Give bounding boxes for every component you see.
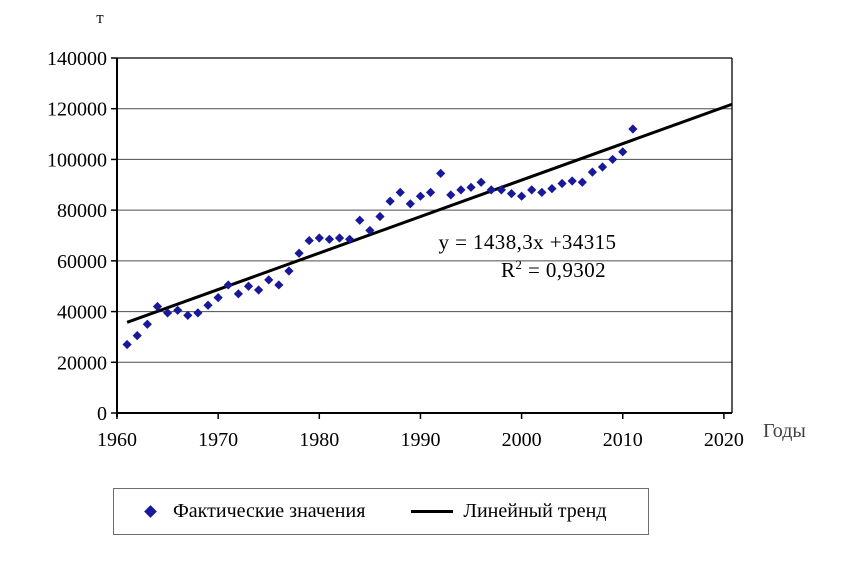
x-tick-label: 1990 (400, 429, 440, 451)
scatter-point (496, 185, 506, 195)
scatter-point (132, 331, 142, 341)
scatter-point (466, 182, 476, 192)
scatter-point (223, 280, 233, 290)
scatter-point (476, 177, 486, 187)
scatter-point (517, 191, 527, 201)
scatter-point (294, 248, 304, 258)
scatter-point (193, 308, 203, 318)
x-tick-label: 2000 (502, 429, 542, 451)
legend-item-actual: Фактические значения (144, 500, 366, 523)
scatter-point (425, 187, 436, 197)
x-tick-label: 1980 (299, 429, 339, 451)
scatter-point (274, 280, 284, 290)
scatter-point (142, 319, 152, 329)
scatter-point (395, 187, 405, 197)
scatter-point (537, 187, 547, 197)
scatter-point (213, 293, 223, 303)
legend-label-actual: Фактические значения (173, 500, 366, 522)
scatter-point (446, 190, 456, 200)
scatter-point (618, 147, 628, 157)
scatter-point (577, 177, 587, 187)
trend-equation-annotation: y = 1438,3x +34315 R2 = 0,9302 (400, 228, 655, 284)
scatter-point (284, 266, 294, 276)
r-squared-text: R2 = 0,9302 (500, 257, 607, 282)
scatter-point (122, 339, 132, 350)
scatter-point (415, 191, 426, 201)
scatter-point (345, 234, 355, 244)
scatter-point (314, 233, 324, 243)
scatter-point (233, 289, 243, 299)
scatter-point (557, 178, 567, 189)
scatter-point (203, 300, 213, 310)
y-tick-label: 40000 (57, 302, 107, 324)
scatter-point (587, 167, 598, 177)
scatter-point (486, 185, 496, 195)
diamond-marker-icon (144, 505, 157, 518)
y-tick-label: 80000 (57, 200, 107, 222)
scatter-point (456, 185, 466, 195)
scatter-point (173, 305, 183, 315)
y-tick-label: 100000 (47, 149, 107, 171)
y-tick-label: 140000 (47, 48, 107, 70)
y-tick-label: 20000 (57, 352, 107, 374)
trend-line (126, 102, 733, 324)
scatter-point (567, 176, 577, 186)
scatter-point (547, 183, 557, 194)
y-axis-title: т (96, 8, 104, 27)
y-tick-label: 60000 (57, 251, 107, 273)
x-axis-title: Годы (763, 420, 806, 442)
legend: Фактические значения Линейный тренд (113, 488, 649, 535)
scatter-point (254, 285, 264, 295)
trend-equation-text: y = 1438,3x +34315 (438, 230, 617, 254)
scatter-point (264, 275, 274, 285)
scatter-point (162, 308, 173, 318)
legend-item-trend: Линейный тренд (411, 500, 607, 523)
scatter-point (608, 154, 618, 165)
scatter-point (527, 185, 537, 195)
y-tick-label: 0 (97, 403, 107, 425)
x-tick-label: 2010 (603, 429, 643, 451)
scatter-point (597, 162, 608, 172)
trend-line-icon (411, 510, 454, 513)
x-tick-label: 2020 (704, 429, 744, 451)
scatter-point (405, 199, 415, 209)
scatter-point (365, 225, 375, 236)
scatter-point (628, 124, 638, 134)
x-tick-label: 1960 (97, 429, 137, 451)
scatter-point (436, 168, 446, 178)
y-tick-label: 120000 (47, 99, 107, 121)
scatter-point (506, 189, 517, 199)
scatter-point (334, 233, 345, 243)
scatter-point (243, 281, 254, 291)
scatter-point (355, 215, 365, 225)
scatter-point (183, 310, 193, 320)
scatter-point (304, 235, 314, 246)
x-tick-label: 1970 (198, 429, 238, 451)
legend-label-trend: Линейный тренд (463, 500, 607, 522)
scatter-point (324, 234, 335, 244)
scatter-point (385, 196, 395, 206)
scatter-point (375, 211, 385, 222)
scatter-point (152, 301, 163, 312)
